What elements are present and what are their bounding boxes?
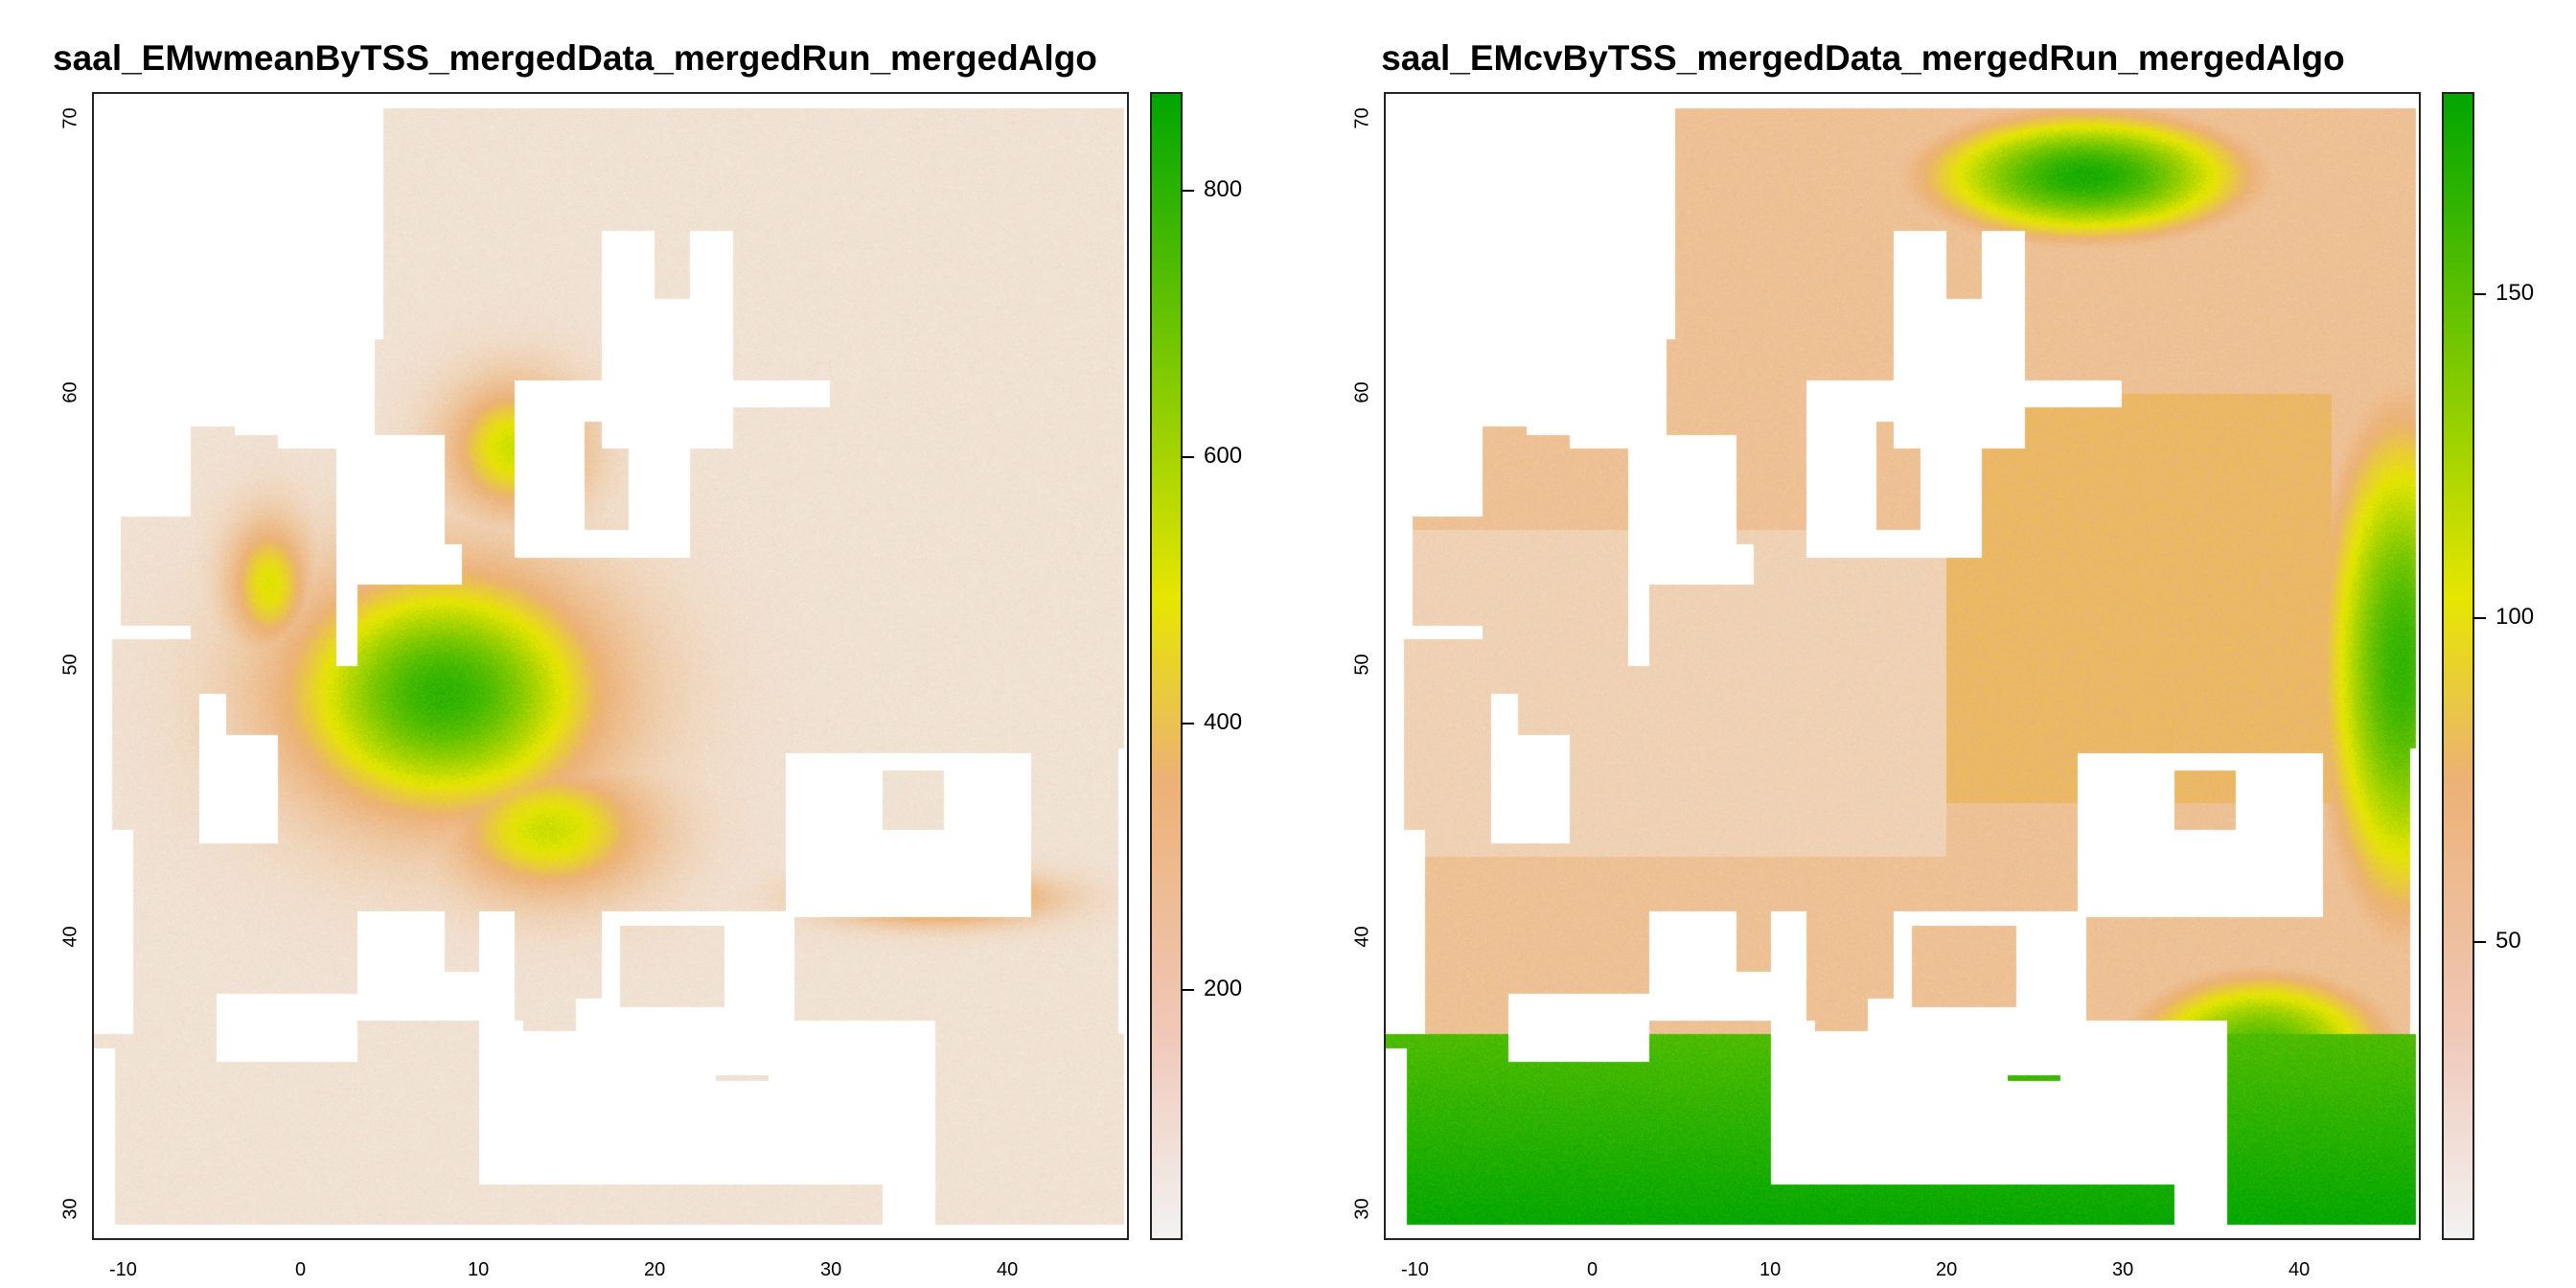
colorbar-label: 50: [2496, 928, 2521, 954]
colorbar-label: 150: [2496, 280, 2535, 306]
x-tick-label: 30: [820, 1259, 842, 1280]
y-tick-label: 50: [59, 654, 81, 676]
panel-title: saal_EMcvByTSS_mergedData_mergedRun_merg…: [1381, 38, 2345, 78]
y-tick-label: 60: [59, 381, 81, 403]
colorbar-label: 200: [1204, 976, 1243, 1001]
colorbar-label: 400: [1204, 709, 1243, 735]
colorbar-label: 600: [1204, 443, 1243, 469]
colorbar-tick: [1181, 190, 1194, 192]
x-tick-label: 20: [644, 1259, 666, 1280]
x-tick-label: 20: [1936, 1259, 1958, 1280]
colorbar-label: 800: [1204, 176, 1243, 202]
colorbar-label: 100: [2496, 604, 2535, 630]
colorbar: [1150, 92, 1183, 1240]
colorbar-tick: [2472, 617, 2486, 619]
map-area: [1384, 92, 2421, 1240]
colorbar-tick: [1181, 989, 1194, 991]
y-tick-label: 60: [1351, 381, 1373, 403]
y-tick-label: 40: [1351, 926, 1373, 948]
colorbar: [2442, 92, 2474, 1240]
panel-title: saal_EMwmeanByTSS_mergedData_mergedRun_m…: [53, 38, 1097, 78]
y-tick-label: 40: [59, 926, 81, 948]
x-tick-label: 40: [2288, 1259, 2311, 1280]
map-area: [92, 92, 1129, 1240]
y-tick-label: 50: [1351, 654, 1373, 676]
x-tick-label: 0: [295, 1259, 307, 1280]
y-tick-label: 70: [1351, 107, 1373, 129]
colorbar-tick: [2472, 293, 2486, 295]
y-tick-label: 70: [59, 107, 81, 129]
panel-left: saal_EMwmeanByTSS_mergedData_mergedRun_m…: [53, 38, 1243, 1280]
x-tick-label: 10: [1760, 1259, 1782, 1280]
colorbar-tick: [2472, 941, 2486, 943]
x-tick-label: -10: [1401, 1259, 1429, 1280]
y-tick-label: 30: [59, 1198, 81, 1220]
x-tick-label: -10: [109, 1259, 137, 1280]
colorbar-tick: [1181, 456, 1194, 458]
heatmap-raster: [1386, 94, 2419, 1238]
y-tick-label: 30: [1351, 1198, 1373, 1220]
x-tick-label: 40: [997, 1259, 1019, 1280]
panel-right: saal_EMcvByTSS_mergedData_mergedRun_merg…: [1288, 0, 2576, 1288]
colorbar-tick: [1181, 723, 1194, 724]
x-tick-label: 30: [2112, 1259, 2134, 1280]
heatmap-raster: [94, 94, 1127, 1238]
x-tick-label: 0: [1587, 1259, 1598, 1280]
x-tick-label: 10: [468, 1259, 490, 1280]
